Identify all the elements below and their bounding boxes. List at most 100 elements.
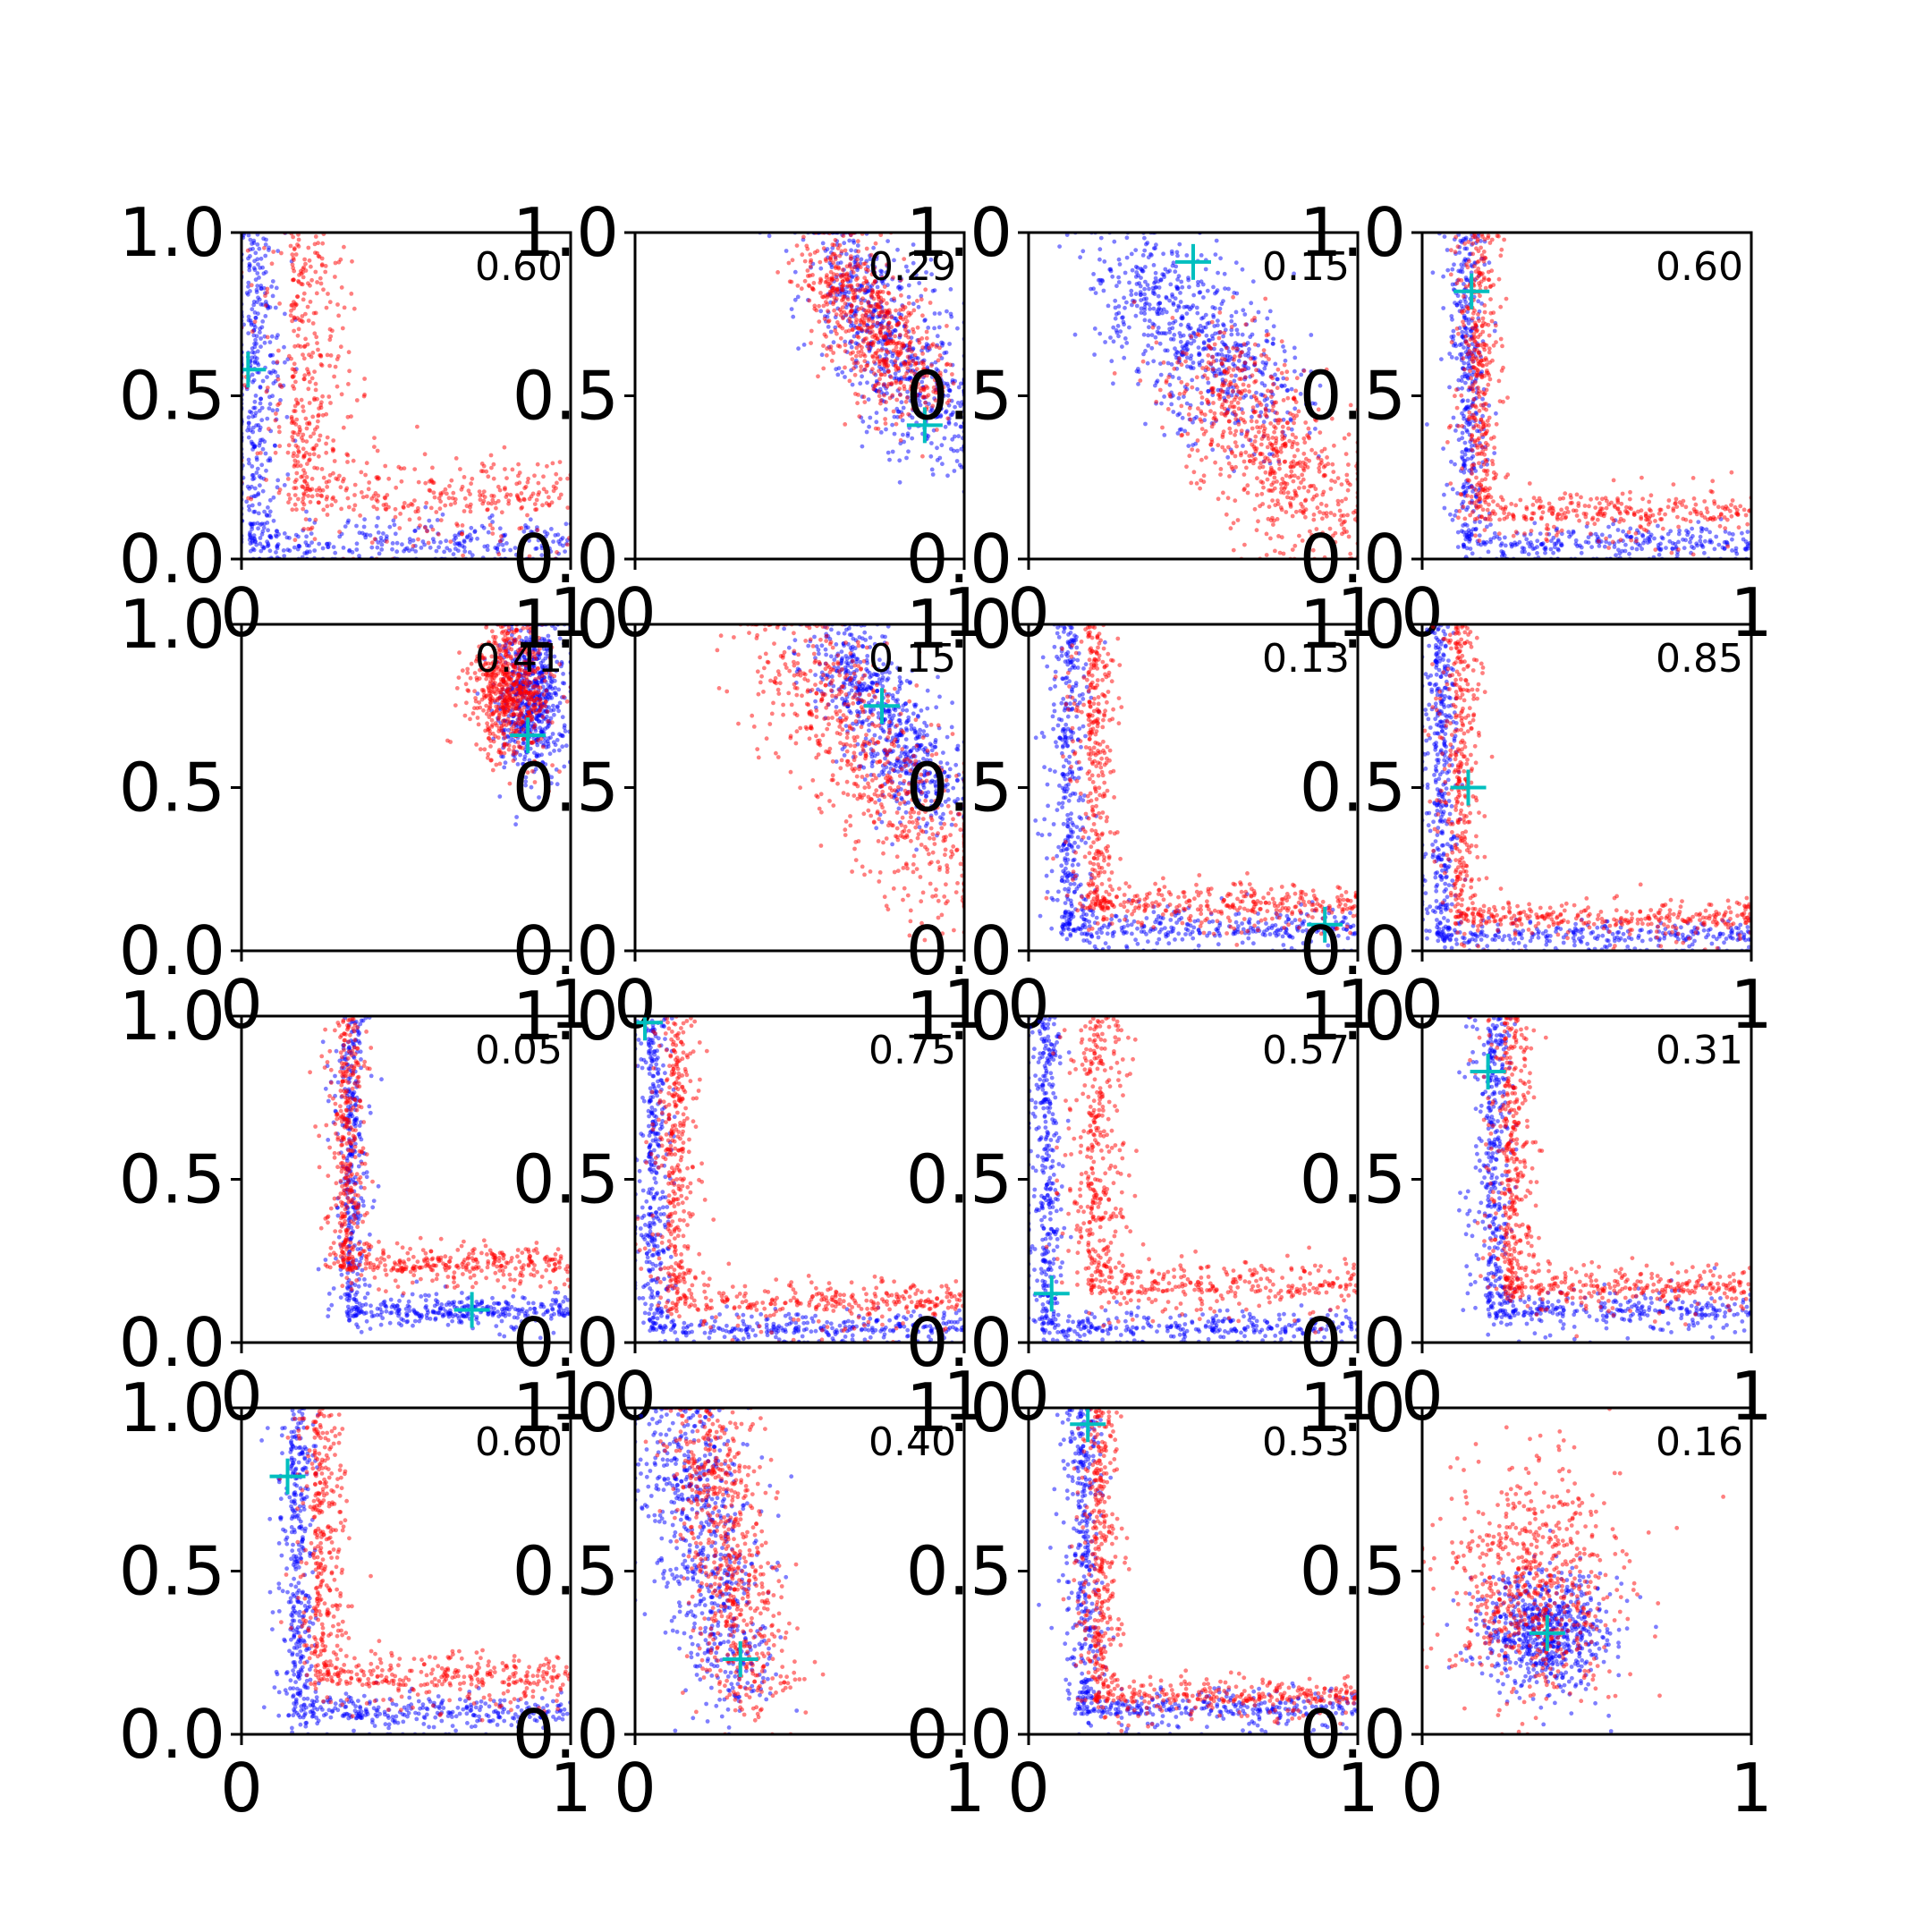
blue-point bbox=[1174, 284, 1179, 289]
blue-point bbox=[1741, 537, 1746, 542]
blue-point bbox=[919, 379, 925, 385]
blue-point bbox=[267, 340, 273, 344]
blue-point bbox=[390, 541, 395, 546]
red-point bbox=[412, 467, 418, 471]
red-point bbox=[923, 287, 928, 292]
red-point bbox=[321, 287, 326, 292]
blue-point bbox=[1445, 267, 1451, 273]
blue-point bbox=[1214, 238, 1219, 243]
blue-point bbox=[1164, 309, 1169, 315]
red-point bbox=[1301, 504, 1305, 509]
red-point bbox=[1459, 492, 1464, 497]
red-point bbox=[333, 260, 338, 266]
blue-point bbox=[956, 385, 962, 390]
blue-point bbox=[259, 405, 265, 411]
red-point bbox=[1301, 485, 1307, 490]
red-point bbox=[1465, 493, 1470, 498]
red-point bbox=[911, 359, 915, 363]
red-point bbox=[857, 288, 862, 293]
blue-point bbox=[1227, 354, 1233, 360]
red-point bbox=[1459, 393, 1464, 398]
red-point bbox=[545, 463, 549, 469]
red-point bbox=[810, 273, 815, 277]
red-point bbox=[848, 264, 852, 269]
blue-point bbox=[267, 353, 273, 358]
red-point bbox=[316, 413, 321, 419]
red-point bbox=[307, 401, 312, 405]
blue-point bbox=[274, 534, 279, 539]
blue-point bbox=[1623, 532, 1629, 538]
red-point bbox=[443, 503, 448, 508]
red-point bbox=[909, 369, 914, 374]
blue-point bbox=[1727, 531, 1732, 536]
red-point bbox=[885, 365, 889, 369]
blue-point bbox=[1116, 257, 1122, 262]
red-point bbox=[502, 445, 507, 450]
red-point bbox=[1301, 436, 1307, 441]
blue-point bbox=[1509, 541, 1513, 547]
red-point bbox=[856, 249, 861, 254]
red-point bbox=[273, 418, 278, 423]
red-point bbox=[1730, 498, 1735, 503]
blue-point bbox=[379, 547, 385, 552]
blue-point bbox=[407, 537, 412, 542]
blue-point bbox=[1123, 336, 1128, 341]
red-point bbox=[1273, 548, 1277, 554]
red-point bbox=[873, 426, 878, 431]
blue-point bbox=[259, 521, 265, 526]
blue-point bbox=[259, 462, 265, 468]
red-point bbox=[1736, 525, 1741, 530]
red-point bbox=[870, 367, 875, 372]
blue-point bbox=[357, 554, 361, 558]
red-point bbox=[885, 315, 890, 319]
red-point bbox=[843, 343, 848, 348]
red-point bbox=[310, 351, 316, 355]
blue-point bbox=[324, 541, 329, 547]
blue-point bbox=[251, 302, 257, 308]
red-point bbox=[430, 465, 435, 470]
red-point bbox=[862, 288, 868, 293]
blue-point bbox=[1216, 323, 1220, 328]
blue-point bbox=[850, 382, 855, 387]
red-point bbox=[318, 281, 324, 286]
red-point bbox=[277, 401, 282, 406]
red-point bbox=[1449, 248, 1453, 253]
red-point bbox=[1258, 461, 1263, 466]
red-point bbox=[477, 489, 482, 494]
blue-point bbox=[263, 314, 268, 318]
red-point bbox=[845, 277, 850, 282]
blue-point bbox=[250, 527, 254, 531]
blue-point bbox=[1156, 293, 1161, 299]
red-point bbox=[304, 475, 309, 479]
red-point bbox=[434, 510, 439, 514]
red-point bbox=[292, 409, 296, 413]
red-point bbox=[906, 359, 911, 364]
red-point bbox=[1281, 551, 1286, 556]
blue-point bbox=[1173, 269, 1178, 275]
red-point bbox=[870, 324, 876, 328]
red-point bbox=[1216, 393, 1221, 397]
red-point bbox=[1239, 453, 1243, 458]
blue-point bbox=[1180, 415, 1185, 420]
blue-point bbox=[866, 397, 871, 402]
red-point bbox=[448, 502, 453, 507]
red-point bbox=[424, 500, 429, 505]
red-point bbox=[1309, 483, 1314, 488]
red-point bbox=[845, 284, 851, 288]
blue-point bbox=[363, 535, 369, 540]
blue-point bbox=[905, 377, 910, 382]
blue-point bbox=[312, 548, 318, 553]
red-point bbox=[886, 327, 891, 333]
blue-point bbox=[1524, 537, 1530, 542]
red-point bbox=[860, 296, 865, 301]
blue-point bbox=[438, 540, 443, 545]
red-point bbox=[907, 342, 912, 347]
red-point bbox=[1250, 373, 1255, 378]
blue-point bbox=[953, 404, 957, 410]
blue-point bbox=[1453, 428, 1458, 433]
blue-point bbox=[269, 284, 274, 289]
red-point bbox=[1277, 466, 1282, 471]
red-point bbox=[885, 301, 889, 306]
blue-point bbox=[1225, 390, 1231, 395]
red-point bbox=[1226, 419, 1232, 424]
